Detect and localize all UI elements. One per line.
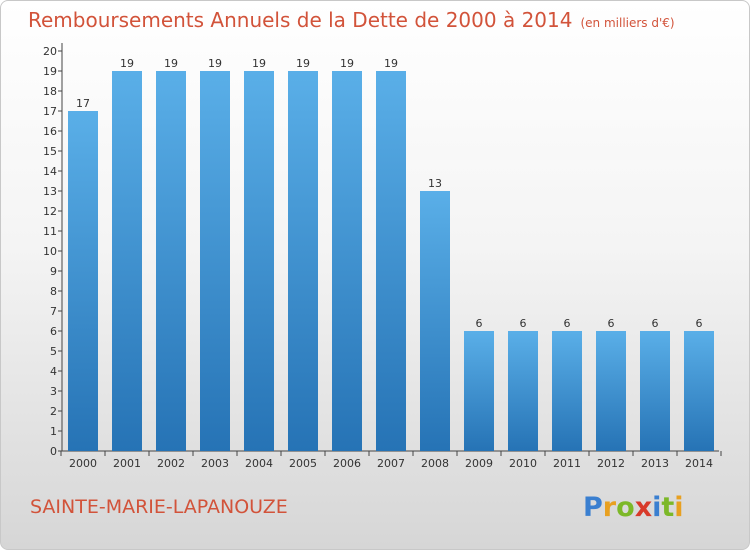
y-tick-label: 4 [50,365,57,378]
y-tick-label: 20 [43,45,57,58]
y-tick-label: 6 [50,325,57,338]
svg-text:Proxiti: Proxiti [583,492,684,523]
y-tick-label: 15 [43,145,57,158]
y-tick-label: 14 [43,165,57,178]
y-tick-label: 19 [43,65,57,78]
bar [244,71,274,451]
y-tick-label: 1 [50,425,57,438]
bar-value-label: 19 [296,57,310,70]
x-tick-label: 2000 [69,457,97,470]
y-tick-label: 18 [43,85,57,98]
bar-value-label: 6 [696,317,703,330]
bar-value-label: 19 [164,57,178,70]
y-tick-label: 7 [50,305,57,318]
y-tick-label: 11 [43,225,57,238]
bar [552,331,582,451]
bar-value-label: 17 [76,97,90,110]
y-tick-label: 5 [50,345,57,358]
bar-value-label: 19 [252,57,266,70]
bar-value-label: 6 [608,317,615,330]
chart-title-text: Remboursements Annuels de la Dette de 20… [28,8,573,32]
y-tick-label: 3 [50,385,57,398]
bar-value-label: 6 [520,317,527,330]
chart-unit: (en milliers d'€) [580,16,675,30]
bar [376,71,406,451]
y-tick-label: 10 [43,245,57,258]
x-tick-label: 2011 [553,457,581,470]
bar [508,331,538,451]
x-tick-label: 2001 [113,457,141,470]
x-tick-label: 2005 [289,457,317,470]
bar-value-label: 19 [384,57,398,70]
bar-value-label: 19 [340,57,354,70]
x-tick-label: 2008 [421,457,449,470]
commune-name: SAINTE-MARIE-LAPANOUZE [30,496,288,518]
y-tick-label: 2 [50,405,57,418]
y-tick-label: 17 [43,105,57,118]
y-tick-label: 16 [43,125,57,138]
proxiti-logo: Proxiti [583,492,684,523]
x-tick-label: 2013 [641,457,669,470]
bar [112,71,142,451]
x-tick-label: 2012 [597,457,625,470]
bar [640,331,670,451]
bar [68,111,98,451]
bar-value-label: 6 [652,317,659,330]
bar [288,71,318,451]
x-tick-label: 2014 [685,457,713,470]
bar-value-label: 6 [564,317,571,330]
x-tick-label: 2002 [157,457,185,470]
bar [464,331,494,451]
y-tick-label: 9 [50,265,57,278]
bar [156,71,186,451]
y-tick-label: 8 [50,285,57,298]
x-tick-label: 2009 [465,457,493,470]
bar-value-label: 19 [208,57,222,70]
bar [596,331,626,451]
x-tick-label: 2004 [245,457,273,470]
bar [332,71,362,451]
bar-value-label: 13 [428,177,442,190]
y-tick-label: 0 [50,445,57,458]
y-tick-label: 12 [43,205,57,218]
x-tick-label: 2003 [201,457,229,470]
x-tick-label: 2007 [377,457,405,470]
bar [420,191,450,451]
y-tick-label: 13 [43,185,57,198]
bar-value-label: 6 [476,317,483,330]
x-tick-label: 2010 [509,457,537,470]
x-tick-label: 2006 [333,457,361,470]
bar [200,71,230,451]
bar-value-label: 19 [120,57,134,70]
bar [684,331,714,451]
chart-title: Remboursements Annuels de la Dette de 20… [28,8,675,32]
